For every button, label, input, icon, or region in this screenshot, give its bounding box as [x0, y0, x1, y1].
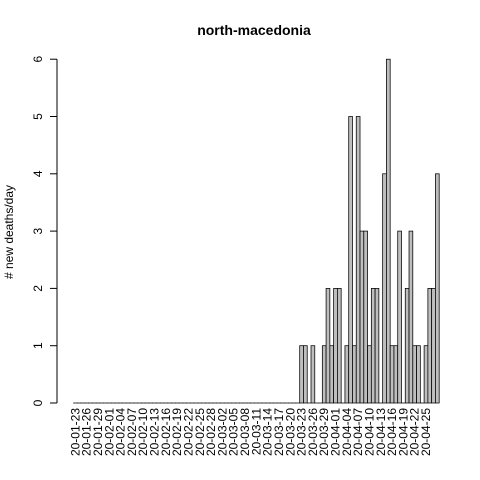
y-axis-label: # new deaths/day: [2, 185, 16, 279]
x-tick-label: 20-03-14: [261, 408, 275, 456]
chart-title: north-macedonia: [197, 22, 311, 38]
x-axis: 20-01-2320-01-2620-01-2920-02-0120-02-04…: [68, 408, 433, 456]
bar: [435, 173, 440, 404]
bar: [363, 230, 368, 404]
bar: [337, 288, 342, 404]
bar: [352, 345, 357, 404]
bar: [416, 345, 421, 404]
x-tick-label: 20-02-16: [159, 408, 173, 456]
bar: [367, 345, 372, 404]
bar: [333, 288, 338, 404]
x-tick-label: 20-04-25: [419, 408, 433, 456]
x-tick-label: 20-03-02: [215, 408, 229, 456]
y-axis: 0 1 2 3 4 5 6: [31, 56, 58, 406]
x-tick-label: 20-03-11: [249, 408, 263, 455]
bar: [431, 288, 436, 404]
x-tick-label: 20-04-22: [408, 408, 422, 456]
x-tick-label: 20-03-20: [283, 408, 297, 456]
bar: [393, 345, 399, 404]
bar: [374, 288, 380, 404]
x-tick-label: 20-04-04: [340, 408, 354, 456]
y-tick-label: 5: [31, 113, 45, 120]
x-tick-label: 20-02-25: [193, 408, 207, 456]
x-tick-label: 20-02-13: [148, 408, 162, 456]
bar: [412, 345, 417, 404]
bar: [370, 288, 376, 404]
bar: [348, 116, 353, 404]
bar: [329, 345, 335, 404]
x-tick-label: 20-03-17: [272, 408, 286, 456]
x-tick-label: 20-01-29: [91, 408, 105, 456]
bar: [344, 345, 350, 404]
x-tick-label: 20-03-05: [227, 408, 241, 456]
bar: [389, 345, 395, 404]
x-tick-label: 20-04-07: [351, 408, 365, 456]
y-tick-label: 1: [31, 342, 45, 349]
x-tick-label: 20-02-07: [125, 408, 139, 456]
x-tick-label: 20-04-01: [329, 408, 343, 456]
y-tick-label: 6: [31, 56, 45, 63]
bar: [386, 58, 391, 404]
bar: [408, 230, 414, 404]
y-tick-label: 2: [31, 285, 45, 292]
x-tick-label: 20-02-28: [204, 408, 218, 456]
bar: [427, 288, 433, 404]
x-tick-label: 20-01-26: [80, 408, 94, 456]
bar: [310, 345, 316, 404]
bar: [325, 288, 331, 404]
y-tick-label: 0: [31, 399, 45, 406]
bars: [73, 58, 440, 404]
x-tick-label: 20-02-22: [181, 408, 195, 456]
x-tick-label: 20-04-10: [362, 408, 376, 456]
y-tick-label: 3: [31, 227, 45, 234]
x-tick-label: 20-03-23: [295, 408, 309, 456]
bar: [382, 173, 387, 404]
x-tick-label: 20-03-26: [306, 408, 320, 456]
x-tick-label: 20-01-23: [68, 408, 82, 456]
bar: [359, 230, 365, 404]
x-tick-label: 20-02-10: [136, 408, 150, 456]
bar: [299, 345, 304, 404]
x-tick-label: 20-04-13: [374, 408, 388, 456]
bar: [321, 345, 327, 404]
x-tick-label: 20-03-29: [317, 408, 331, 456]
x-tick-label: 20-03-08: [238, 408, 252, 456]
x-tick-label: 20-04-19: [396, 408, 410, 456]
bar: [355, 116, 361, 404]
bar: [303, 345, 308, 404]
x-tick-label: 20-02-04: [114, 408, 128, 456]
bar: [404, 288, 410, 404]
bar: [423, 345, 429, 404]
y-tick-label: 4: [31, 170, 45, 177]
x-tick-label: 20-04-16: [385, 408, 399, 456]
x-tick-label: 20-02-19: [170, 408, 184, 456]
bar: [397, 230, 402, 404]
x-tick-label: 20-02-01: [102, 408, 116, 456]
